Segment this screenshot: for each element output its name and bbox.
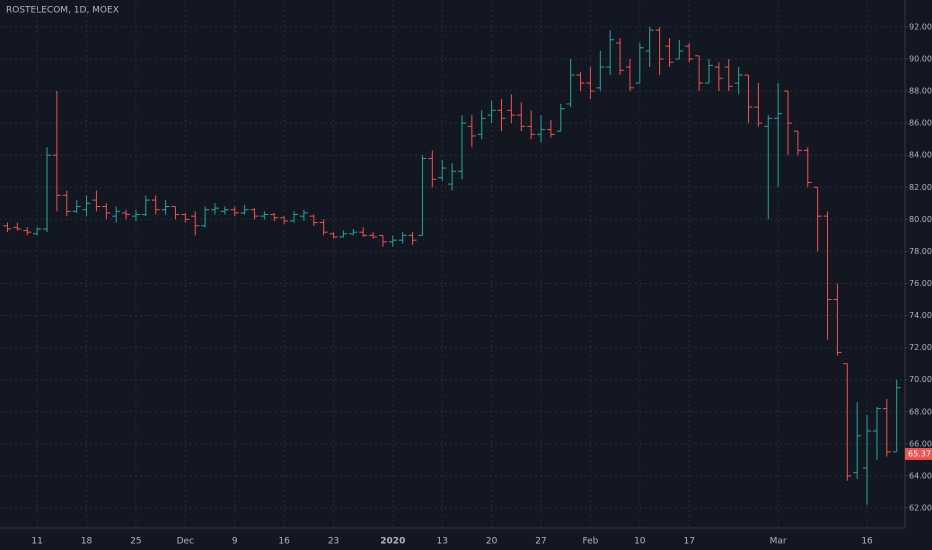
y-tick-label: 86.00 <box>909 119 932 128</box>
x-tick-label: 10 <box>634 537 646 547</box>
y-tick-label: 64.00 <box>909 471 932 480</box>
x-tick-label: Mar <box>770 537 787 547</box>
last-price-box <box>905 447 932 460</box>
y-tick-label: 90.00 <box>909 55 932 64</box>
x-tick-label: 27 <box>535 537 546 547</box>
y-tick-label: 78.00 <box>909 247 932 256</box>
x-tick-label: 11 <box>31 537 42 547</box>
y-tick-label: 72.00 <box>909 343 932 352</box>
y-tick-label: 92.00 <box>909 22 932 31</box>
y-tick-label: 80.00 <box>909 215 932 224</box>
x-tick-label: 18 <box>81 537 93 547</box>
y-tick-label: 74.00 <box>909 311 932 320</box>
y-tick-label: 62.00 <box>909 503 932 512</box>
y-tick-label: 66.00 <box>909 439 932 448</box>
x-tick-label: 13 <box>436 537 447 547</box>
x-tick-label: 2020 <box>380 537 405 547</box>
x-tick-label: 25 <box>130 537 141 547</box>
chart-title: ROSTELECOM, 1D, MOEX <box>6 6 119 16</box>
x-tick-label: 20 <box>486 537 498 547</box>
x-tick-label: Feb <box>582 537 598 547</box>
x-tick-label: Dec <box>177 537 194 547</box>
x-tick-label: 23 <box>328 537 339 547</box>
x-tick-label: 17 <box>683 537 694 547</box>
last-price-label: 65.37 <box>908 449 931 458</box>
y-tick-label: 68.00 <box>909 407 932 416</box>
y-tick-label: 70.00 <box>909 375 932 384</box>
y-tick-label: 84.00 <box>909 151 932 160</box>
y-tick-label: 82.00 <box>909 183 932 192</box>
x-tick-label: 16 <box>278 537 290 547</box>
x-tick-label: 16 <box>861 537 873 547</box>
y-tick-label: 88.00 <box>909 87 932 96</box>
x-tick-label: 9 <box>232 537 238 547</box>
y-tick-label: 76.00 <box>909 279 932 288</box>
